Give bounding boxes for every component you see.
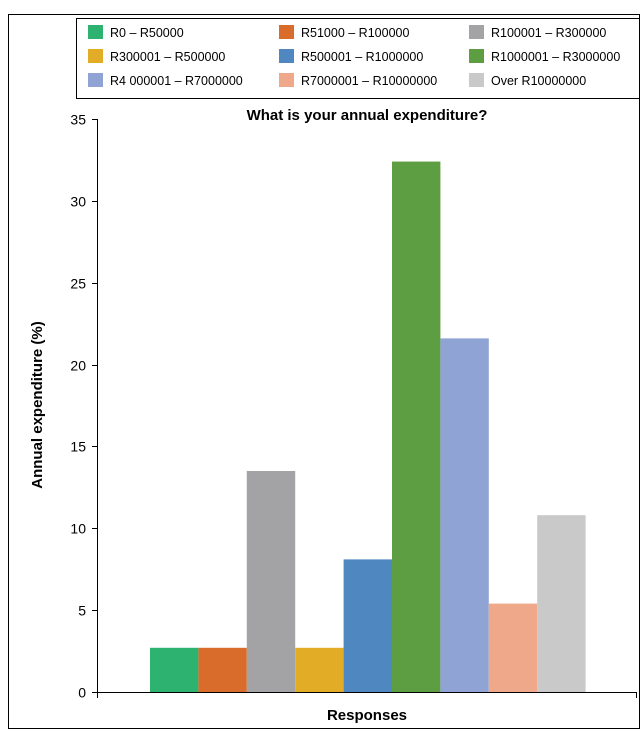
legend-swatch xyxy=(279,73,294,87)
legend-label: R500001 – R1000000 xyxy=(301,50,423,64)
bar xyxy=(537,515,586,692)
legend-label: R1000001 – R3000000 xyxy=(491,50,620,64)
legend-swatch xyxy=(469,25,484,39)
y-tick-label: 25 xyxy=(70,276,86,292)
legend-label: Over R10000000 xyxy=(491,74,586,88)
x-axis xyxy=(97,692,637,698)
legend-swatch xyxy=(469,49,484,63)
y-axis-title: Annual expenditure (%) xyxy=(29,321,46,489)
bar xyxy=(150,647,199,692)
bar xyxy=(440,338,489,692)
bar xyxy=(392,161,441,692)
bar xyxy=(295,647,344,692)
bar xyxy=(198,647,247,692)
legend-swatch xyxy=(469,73,484,87)
y-tick-label: 15 xyxy=(70,439,86,455)
legend-swatch xyxy=(279,49,294,63)
legend-label: R300001 – R500000 xyxy=(110,50,225,64)
legend-swatch xyxy=(88,25,103,39)
bars xyxy=(150,161,586,692)
y-tick-label: 5 xyxy=(78,603,86,619)
legend-box xyxy=(76,18,640,99)
x-axis-title: Responses xyxy=(327,707,407,724)
y-tick-label: 35 xyxy=(70,112,86,128)
legend: R0 – R50000 R51000 – R100000 R100001 – R30… xyxy=(88,25,620,88)
bar xyxy=(246,470,296,692)
bar xyxy=(343,559,392,692)
y-tick-label: 0 xyxy=(78,685,86,701)
legend-label: R100001 – R300000 xyxy=(491,26,606,40)
chart-title: What is your annual expenditure? xyxy=(247,107,488,124)
legend-label: R4 000001 – R7000000 xyxy=(110,74,243,88)
legend-label: R51000 – R100000 xyxy=(301,26,409,40)
legend-swatch xyxy=(279,25,294,39)
legend-swatch xyxy=(88,49,103,63)
y-tick-label: 30 xyxy=(70,194,86,210)
legend-swatch xyxy=(88,73,103,87)
bar xyxy=(488,603,538,692)
legend-label: R7000001 – R10000000 xyxy=(301,74,437,88)
legend-label: R0 – R50000 xyxy=(110,26,184,40)
chart-frame xyxy=(8,14,640,729)
y-tick-label: 10 xyxy=(70,521,86,537)
y-axis: 0 5 10 15 20 25 30 35 xyxy=(70,112,98,701)
y-tick-label: 20 xyxy=(70,358,86,374)
